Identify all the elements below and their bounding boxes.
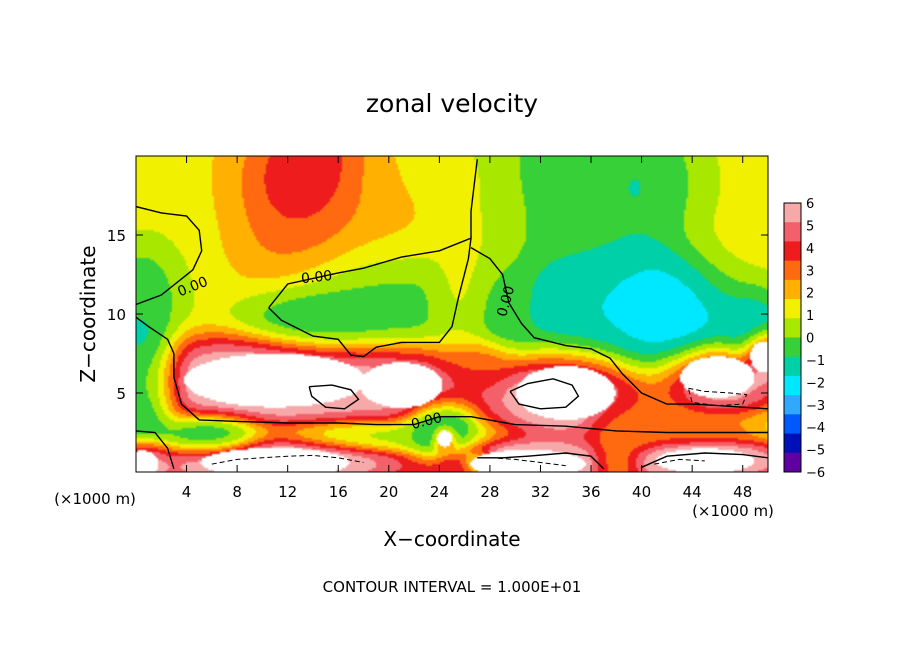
colorbar-swatch [784, 452, 801, 473]
colorbar-tick-label: −5 [806, 444, 825, 459]
y-axis: 5 10 15 [107, 227, 768, 403]
dashed-contour-line [489, 457, 566, 467]
colorbar-tick-label: −2 [806, 376, 825, 391]
colorbar-swatch [784, 433, 801, 454]
solid-contour-line [136, 316, 768, 434]
colorbar-tick-label: 2 [806, 287, 814, 302]
contour-label: 0.00 [300, 268, 333, 287]
chart-title: zonal velocity [366, 89, 538, 118]
velocity-field-raster [136, 156, 768, 472]
colorbar: 6 5 4 3 2 1 0 −1 −2 −3 −4 −5 −6 [783, 197, 825, 481]
colorbar-swatch [784, 356, 801, 377]
solid-contour-line [268, 238, 472, 358]
colorbar-tick-label: −3 [806, 399, 825, 414]
colorbar-swatch [784, 241, 801, 262]
solid-contour-line [509, 378, 580, 410]
solid-contour-line [477, 452, 605, 470]
colorbar-tick-label: 6 [806, 197, 814, 212]
colorbar-tick-label: −1 [806, 354, 825, 369]
dashed-contour-line [654, 458, 705, 465]
colorbar-swatch [784, 299, 801, 319]
x-tick-label: 4 [182, 483, 192, 501]
colorbar-frame [783, 202, 802, 473]
x-unit-label-right: (×1000 m) [692, 502, 774, 520]
y-axis-title: Z−coordinate [76, 245, 100, 382]
solid-contour-line [136, 205, 203, 306]
x-tick-label: 20 [379, 483, 398, 501]
contour-interval-note: CONTOUR INTERVAL = 1.000E+01 [323, 578, 582, 596]
contour-lines [136, 159, 768, 470]
x-tick-label: 32 [531, 483, 550, 501]
colorbar-swatch [784, 203, 801, 223]
colorbar-swatch [784, 375, 801, 396]
colorbar-swatch [784, 337, 801, 358]
x-tick-label: 16 [329, 483, 348, 501]
solid-contour-line [268, 159, 478, 309]
x-axis-title: X−coordinate [383, 527, 520, 551]
colorbar-tick-label: 3 [806, 264, 814, 279]
colorbar-swatch [784, 318, 801, 338]
x-tick-label: 28 [480, 483, 499, 501]
colorbar-tick-label: 0 [806, 332, 814, 347]
contour-label: 0.00 [410, 410, 444, 433]
x-tick-label: 40 [632, 483, 651, 501]
x-tick-label: 12 [278, 483, 297, 501]
x-tick-label: 44 [683, 483, 702, 501]
x-tick-label: 8 [232, 483, 242, 501]
colorbar-swatch [784, 222, 801, 242]
colorbar-swatch [784, 260, 801, 281]
y-tick-label: 5 [116, 385, 126, 403]
x-tick-label: 24 [430, 483, 449, 501]
colorbar-tick-label: 5 [806, 219, 814, 234]
x-tick-label: 48 [733, 483, 752, 501]
colorbar-swatch [784, 395, 801, 415]
dashed-contour-line [211, 454, 364, 465]
colorbar-tick-label: 1 [806, 309, 814, 324]
colorbar-swatch [784, 414, 801, 435]
colorbar-tick-label: 4 [806, 242, 814, 257]
y-tick-label: 15 [107, 227, 126, 245]
x-tick-label: 36 [581, 483, 600, 501]
dashed-contour-line [687, 387, 748, 407]
plot-field: 0.00 0.000.000.00 [136, 156, 768, 472]
solid-contour-line [641, 452, 768, 468]
x-unit-label-left: (×1000 m) [54, 490, 136, 508]
solid-contour-line [136, 430, 175, 470]
colorbar-swatch [784, 279, 801, 300]
x-axis: 4 8 12 16 20 24 28 32 36 40 44 48 [182, 156, 752, 501]
solid-contour-line [308, 384, 360, 410]
solid-contour-line [470, 246, 768, 410]
colorbar-tick-label: −4 [806, 421, 825, 436]
colorbar-tick-label: −6 [806, 466, 825, 481]
y-tick-label: 10 [107, 306, 126, 324]
